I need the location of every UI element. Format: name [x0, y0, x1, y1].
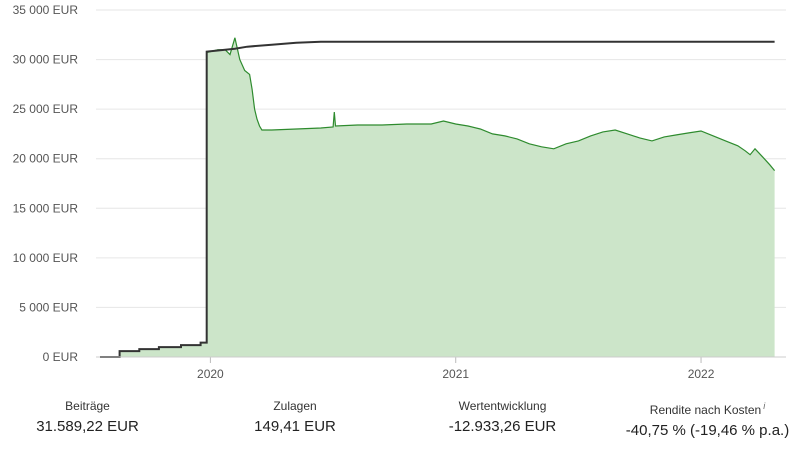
summary-zulagen: Zulagen 149,41 EUR [210, 398, 380, 438]
y-tick-label: 20 000 EUR [13, 152, 79, 166]
x-tick-label: 2022 [688, 367, 715, 381]
summary-value: 149,41 EUR [254, 418, 336, 435]
y-tick-label: 0 EUR [43, 350, 79, 364]
x-tick-label: 2021 [442, 367, 469, 381]
summary-label: Zulagen [273, 399, 317, 413]
summary-label: Wertentwicklung [458, 399, 547, 413]
summary-bar: Beiträge 31.589,22 EUR Zulagen 149,41 EU… [0, 398, 810, 448]
y-tick-label: 5 000 EUR [19, 300, 78, 314]
y-axis-ticks: 0 EUR 5 000 EUR 10 000 EUR 15 000 EUR 20 000… [13, 3, 79, 364]
beitraege-line [100, 40, 775, 358]
y-tick-label: 15 000 EUR [13, 201, 79, 215]
summary-rendite: Rendite nach Kosten i -40,75 % (-19,46 % … [610, 398, 805, 442]
summary-label-row: Rendite nach Kosten i [610, 398, 805, 418]
depotwert-area [100, 37, 775, 358]
summary-label: Beiträge [65, 399, 110, 413]
summary-value: -40,75 % (-19,46 % p.a.) [625, 422, 790, 439]
x-axis-ticks: 2020 2021 2022 [197, 357, 715, 381]
y-tick-label: 35 000 EUR [13, 3, 79, 17]
y-tick-label: 30 000 EUR [13, 53, 79, 67]
summary-label: Rendite nach Kosten [649, 403, 762, 417]
info-icon[interactable]: i [763, 401, 766, 411]
summary-value: -12.933,26 EUR [448, 418, 557, 435]
summary-beitraege: Beiträge 31.589,22 EUR [0, 398, 175, 438]
y-tick-label: 25 000 EUR [13, 102, 79, 116]
y-tick-label: 10 000 EUR [13, 251, 79, 265]
summary-value: 31.589,22 EUR [36, 418, 139, 435]
summary-wertentwicklung: Wertentwicklung -12.933,26 EUR [415, 398, 590, 438]
performance-chart: 0 EUR 5 000 EUR 10 000 EUR 15 000 EUR 20 000… [13, 3, 786, 381]
x-tick-label: 2020 [197, 367, 224, 381]
